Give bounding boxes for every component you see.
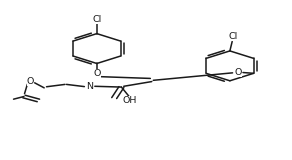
Text: Cl: Cl xyxy=(92,15,101,24)
Text: Cl: Cl xyxy=(228,32,237,41)
Text: N: N xyxy=(86,82,93,91)
Text: O: O xyxy=(93,69,100,78)
Text: O: O xyxy=(27,77,34,86)
Text: O: O xyxy=(234,68,241,77)
Text: OH: OH xyxy=(122,96,137,105)
